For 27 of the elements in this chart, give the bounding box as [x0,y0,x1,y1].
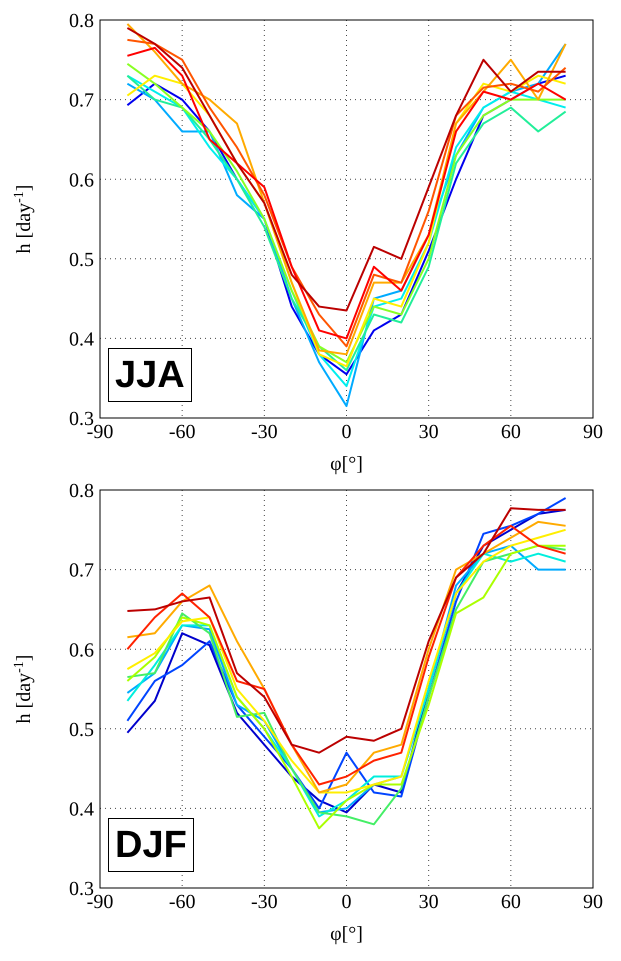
y-tick-label: 0.5 [69,718,94,741]
x-tick-label: 0 [342,891,352,914]
x-tick-label: 60 [500,421,521,444]
x-tick-label: 90 [583,891,603,914]
x-axis-title: φ[°] [330,923,363,945]
line-series [126,507,567,754]
x-axis-title: φ[°] [330,453,363,475]
y-tick-label: 0.7 [69,560,94,582]
x-tick-label: -60 [168,421,196,444]
y-tick-label: 0.8 [69,10,94,32]
x-tick-label: 60 [500,891,521,914]
x-tick-label: -60 [168,891,196,914]
x-tick-label: 30 [418,421,439,444]
y-tick-label: 0.6 [69,169,94,192]
annotation: JJA [108,348,192,402]
y-tick-label: 0.7 [69,90,94,112]
y-tick-label: 0.6 [69,639,94,662]
annotation: DJF [108,818,194,872]
x-tick-label: 30 [418,891,439,914]
x-tick-label: -30 [250,421,278,444]
x-tick-label: 0 [342,421,352,444]
x-tick-label: -30 [250,891,278,914]
x-tick-label: 90 [583,421,603,444]
y-tick-label: 0.8 [69,480,94,502]
y-tick-label: 0.5 [69,248,94,271]
y-tick-label: 0.4 [69,798,94,820]
y-tick-label: 0.4 [69,328,94,350]
